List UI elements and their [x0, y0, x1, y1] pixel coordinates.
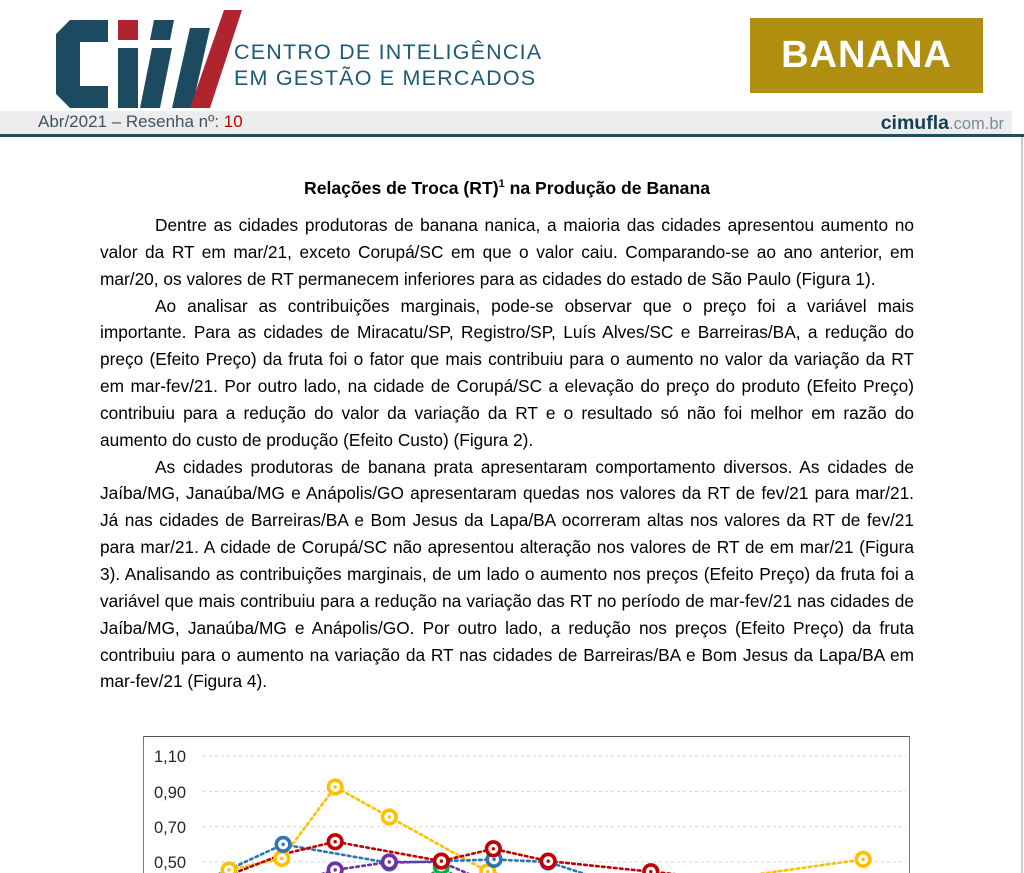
chart-plot-area [203, 755, 906, 873]
site-link[interactable]: cimufla.com.br [881, 112, 1004, 135]
site-name: cimufla [880, 112, 949, 134]
title-rest: na Produção de Banana [504, 178, 710, 198]
figure1-chart: 1,10 0,90 0,70 0,50 [143, 736, 910, 873]
paragraph-1: Dentre as cidades produtoras de banana n… [100, 215, 914, 289]
logo-swoosh-red [190, 10, 242, 108]
logo-dot-navy [150, 20, 174, 40]
logo-bar-navy-3 [172, 28, 210, 108]
logo-bar-navy-2 [140, 48, 172, 108]
article-body: Relações de Troca (RT)1 na Produção de B… [100, 178, 914, 695]
cim-logo-icon [56, 10, 242, 108]
page-title: Relações de Troca (RT)1 na Produção de B… [100, 178, 914, 199]
edition-number: 10 [223, 112, 243, 131]
logo-bar-navy-1 [118, 48, 138, 108]
meta-bar: Abr/2021 – Resenha nº: 10 cimufla.com.br [0, 111, 1012, 134]
title-footnote-mark: 1 [498, 178, 505, 191]
paragraph-3: As cidades produtoras de banana prata ap… [100, 456, 914, 692]
logo-c-shape [56, 20, 108, 108]
ytick-110: 1,10 [154, 747, 187, 766]
paragraph-2: Ao analisar as contribuições marginais, … [100, 295, 914, 450]
page-right-edge [1021, 137, 1023, 873]
org-name-line1: CENTRO DE INTELIGÊNCIA [234, 40, 543, 64]
edition-label: Abr/2021 – Resenha nº: 10 [38, 112, 243, 132]
banana-badge: BANANA [750, 18, 983, 93]
org-name-line2: EM GESTÃO E MERCADOS [234, 66, 537, 90]
title-main: Relações de Troca (RT) [303, 178, 499, 198]
logo-dot-red [118, 20, 138, 40]
edition-text: Abr/2021 – Resenha nº: [38, 112, 224, 131]
header-divider [0, 134, 1024, 137]
ytick-050: 0,50 [154, 853, 187, 872]
site-suffix: .com.br [948, 115, 1004, 133]
ytick-070: 0,70 [154, 818, 187, 837]
ytick-090: 0,90 [154, 783, 187, 802]
